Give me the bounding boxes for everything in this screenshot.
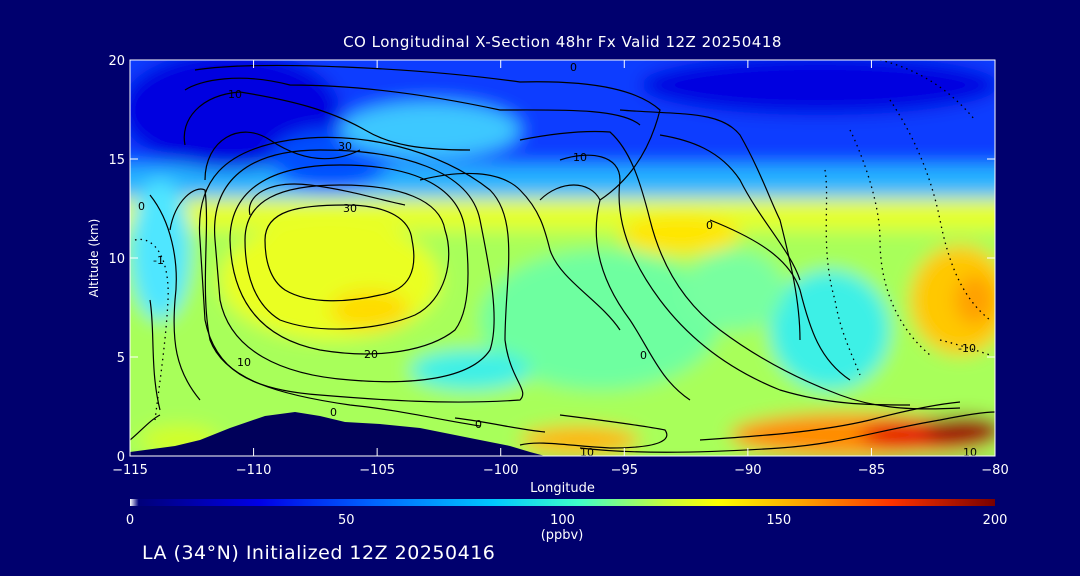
contour-lines <box>130 64 995 453</box>
y-tick-label: 15 <box>108 153 125 168</box>
contour-label: 0 <box>138 200 145 213</box>
contour-label: -10 <box>958 342 976 355</box>
x-tick-label: −95 <box>611 463 638 478</box>
x-tick-label: −80 <box>981 463 1008 478</box>
contour-label: 10 <box>963 446 977 459</box>
y-tick-label: 20 <box>108 54 125 69</box>
negative-contours <box>134 60 991 421</box>
contour-label: 0 <box>330 406 337 419</box>
contour-label: 30 <box>343 202 357 215</box>
colorbar-ticks: 0 50 100 150 200 <box>126 513 1008 528</box>
contour-label: 0 <box>570 61 577 74</box>
colorbar-tick-label: 100 <box>550 513 575 528</box>
colorbar-tick-label: 200 <box>983 513 1008 528</box>
contour-label: 20 <box>364 348 378 361</box>
colorbar-tick-label: 0 <box>126 513 134 528</box>
colorbar-tick-label: 50 <box>338 513 355 528</box>
contour-label: 0 <box>640 349 647 362</box>
x-tick-label: −105 <box>359 463 395 478</box>
colorbar-unit: (ppbv) <box>540 528 584 543</box>
y-tick-label: 5 <box>117 351 125 366</box>
colorbar <box>130 499 995 506</box>
contour-label: 0 <box>706 219 713 232</box>
contour-label: 10 <box>573 151 587 164</box>
x-axis-label: Longitude <box>530 481 595 496</box>
co-field <box>130 60 995 456</box>
colorbar-tick-label: 150 <box>766 513 791 528</box>
axes: −115 −110 −105 −100 −95 −90 −85 −80 0 5 10 15 20 <box>108 54 1008 478</box>
terrain-mask <box>130 412 545 456</box>
x-tick-label: −100 <box>483 463 519 478</box>
x-tick-label: −85 <box>858 463 885 478</box>
footer-initialized-text: LA (34°N) Initialized 12Z 20250416 <box>142 542 496 564</box>
x-tick-label: −115 <box>112 463 148 478</box>
contour-label: 10 <box>237 356 251 369</box>
contour-label: 0 <box>475 418 482 431</box>
contour-label: -1 <box>153 254 164 267</box>
y-tick-label: 0 <box>117 450 125 465</box>
y-tick-label: 10 <box>108 252 125 267</box>
x-tick-label: −90 <box>734 463 761 478</box>
chart-title: CO Longitudinal X-Section 48hr Fx Valid … <box>343 33 782 51</box>
y-axis-label: Altitude (km) <box>87 218 101 298</box>
contour-labels: 30 30 20 10 10 10 0 0 0 0 0 -1 -10 10 10… <box>138 61 977 459</box>
contour-label: 10 <box>228 88 242 101</box>
contour-label: 30 <box>338 140 352 153</box>
x-tick-label: −110 <box>236 463 272 478</box>
contour-label: 10 <box>580 446 594 459</box>
